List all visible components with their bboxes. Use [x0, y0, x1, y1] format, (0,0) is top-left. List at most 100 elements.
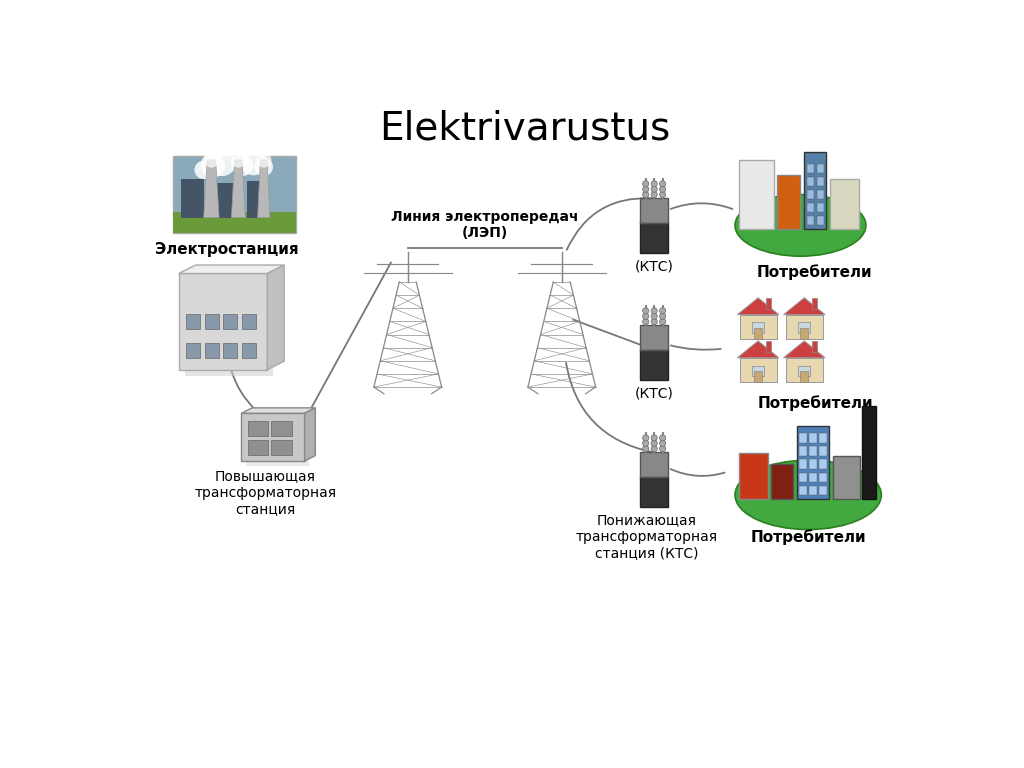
Circle shape — [651, 313, 657, 319]
Bar — [178, 273, 267, 369]
Polygon shape — [242, 408, 315, 413]
Bar — [640, 477, 668, 507]
Text: Повышающая
трансформаторная
станция: Повышающая трансформаторная станция — [195, 469, 336, 516]
Bar — [819, 485, 826, 495]
Circle shape — [651, 445, 657, 452]
Polygon shape — [304, 408, 315, 461]
Bar — [766, 298, 771, 309]
Bar — [739, 452, 768, 498]
Bar — [799, 485, 807, 495]
Circle shape — [659, 313, 666, 319]
Polygon shape — [178, 265, 285, 273]
Bar — [807, 216, 814, 225]
Bar — [809, 485, 816, 495]
Circle shape — [208, 148, 237, 176]
Bar — [752, 366, 764, 376]
Circle shape — [643, 313, 649, 319]
Polygon shape — [204, 160, 219, 217]
Bar — [755, 328, 762, 339]
Bar — [777, 175, 801, 229]
Polygon shape — [231, 160, 246, 217]
Bar — [205, 343, 219, 358]
Circle shape — [643, 191, 649, 197]
Bar — [271, 440, 292, 455]
Circle shape — [204, 152, 219, 167]
Polygon shape — [783, 341, 825, 358]
Circle shape — [659, 435, 666, 441]
Bar — [217, 183, 237, 217]
Circle shape — [659, 180, 666, 187]
Circle shape — [201, 153, 225, 177]
Circle shape — [231, 154, 253, 176]
Bar — [807, 190, 814, 199]
Bar — [833, 456, 860, 498]
Text: Линия электропередач
(ЛЭП): Линия электропередач (ЛЭП) — [391, 210, 579, 240]
Circle shape — [643, 180, 649, 187]
Circle shape — [643, 186, 649, 192]
Ellipse shape — [735, 194, 866, 257]
Bar — [186, 313, 201, 329]
Polygon shape — [783, 298, 825, 315]
Bar — [829, 179, 859, 229]
Bar — [246, 418, 309, 465]
Circle shape — [241, 149, 267, 175]
Bar — [640, 349, 668, 380]
Bar — [819, 446, 826, 455]
Bar — [816, 177, 824, 186]
Bar — [640, 223, 668, 253]
Text: Потребители: Потребители — [751, 529, 866, 545]
Circle shape — [659, 308, 666, 314]
Bar — [785, 358, 823, 382]
Bar — [223, 313, 238, 329]
Bar — [807, 203, 814, 212]
Text: Потребители: Потребители — [758, 395, 873, 411]
Bar — [640, 452, 668, 477]
Bar — [242, 413, 304, 461]
Bar — [223, 343, 238, 358]
Text: Электростанция: Электростанция — [155, 243, 299, 257]
Bar — [785, 315, 823, 339]
Bar — [242, 343, 256, 358]
Bar — [766, 341, 771, 352]
Bar — [798, 323, 810, 333]
Polygon shape — [737, 298, 779, 315]
Bar — [173, 156, 296, 233]
Bar — [640, 197, 668, 223]
Bar — [804, 152, 826, 229]
Bar — [640, 325, 668, 349]
Bar — [755, 371, 762, 382]
Bar — [799, 433, 807, 442]
Circle shape — [651, 180, 657, 187]
Circle shape — [651, 308, 657, 314]
Bar — [739, 160, 773, 229]
Bar — [739, 315, 776, 339]
Text: Потребители: Потребители — [757, 264, 872, 280]
Bar — [248, 421, 268, 435]
Bar — [807, 177, 814, 186]
Bar — [242, 313, 256, 329]
Bar — [797, 425, 829, 498]
Text: (КТС): (КТС) — [635, 260, 674, 273]
Bar — [799, 459, 807, 468]
Text: (КТС): (КТС) — [635, 386, 674, 400]
Circle shape — [659, 186, 666, 192]
Bar — [816, 164, 824, 173]
Text: Elektrivarustus: Elektrivarustus — [379, 110, 671, 148]
Bar — [809, 459, 816, 468]
Polygon shape — [258, 160, 270, 217]
Circle shape — [643, 319, 649, 325]
Circle shape — [651, 319, 657, 325]
Bar — [809, 433, 816, 442]
Circle shape — [643, 445, 649, 452]
Circle shape — [195, 161, 213, 179]
Bar — [185, 280, 273, 376]
Bar — [771, 464, 793, 498]
Circle shape — [659, 440, 666, 446]
Bar — [809, 446, 816, 455]
Circle shape — [230, 152, 246, 167]
Polygon shape — [267, 265, 285, 369]
Bar — [801, 371, 808, 382]
Circle shape — [255, 157, 273, 176]
Bar — [809, 472, 816, 482]
Circle shape — [256, 152, 271, 167]
